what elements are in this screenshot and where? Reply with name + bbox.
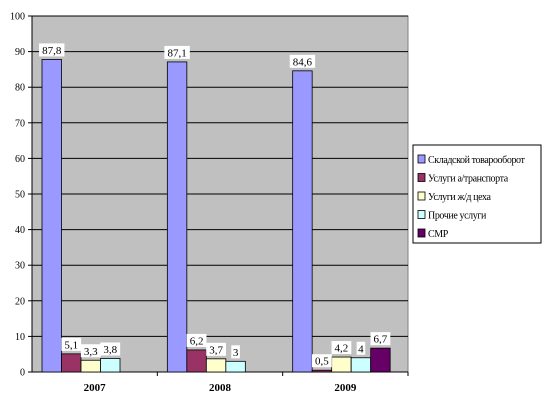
legend-swatch xyxy=(417,228,426,238)
data-label-bg xyxy=(231,345,240,359)
legend-label: Услуги а/транспорта xyxy=(428,174,509,185)
data-label: 0,5 xyxy=(315,356,329,368)
data-label: 5,1 xyxy=(64,339,78,351)
data-label: 3,3 xyxy=(84,346,98,358)
data-label: 87,1 xyxy=(167,47,186,59)
legend-label: Услуги ж/д цеха xyxy=(428,192,491,203)
y-tick-label: 30 xyxy=(15,261,25,272)
y-tick-label: 60 xyxy=(15,154,25,165)
data-label: 6,2 xyxy=(190,335,204,347)
data-label-bg xyxy=(164,45,190,59)
bar xyxy=(61,353,82,373)
data-label-bg xyxy=(289,54,316,68)
legend-label: СМР xyxy=(428,229,449,240)
data-label-bg xyxy=(186,333,207,347)
y-tick-label: 20 xyxy=(15,296,25,307)
bar xyxy=(311,369,333,373)
x-category-label: 2008 xyxy=(209,382,232,394)
data-label: 4 xyxy=(358,343,364,355)
data-label-bg xyxy=(100,342,121,356)
data-label: 3,7 xyxy=(209,344,223,356)
legend-label: Прочие услуги xyxy=(428,211,487,222)
legend-swatch xyxy=(417,191,426,201)
legend-swatch xyxy=(417,154,426,164)
bar xyxy=(186,349,207,373)
bar xyxy=(350,357,372,373)
y-tick-label: 80 xyxy=(15,83,25,94)
bar xyxy=(100,358,121,373)
data-label-bg xyxy=(80,344,101,358)
data-label: 3 xyxy=(233,347,239,359)
y-tick-label: 100 xyxy=(10,12,25,23)
data-label-bg xyxy=(61,337,82,351)
data-label: 3,8 xyxy=(103,344,117,356)
bar xyxy=(205,358,227,373)
data-label-bg xyxy=(39,43,65,57)
data-label: 6,7 xyxy=(374,334,388,346)
bar xyxy=(225,360,246,373)
data-label: 84,6 xyxy=(293,56,313,68)
data-label-bg xyxy=(331,341,352,355)
y-tick-label: 50 xyxy=(15,190,25,201)
bar xyxy=(166,61,188,373)
bar xyxy=(41,59,62,373)
data-label: 4,2 xyxy=(335,343,349,355)
legend-box xyxy=(412,144,542,244)
legend-swatch xyxy=(417,173,426,182)
bar xyxy=(80,359,101,373)
y-tick-label: 90 xyxy=(15,47,25,58)
bar xyxy=(370,347,391,373)
bar xyxy=(292,70,313,373)
y-tick-label: 40 xyxy=(15,225,25,236)
data-label-bg xyxy=(356,341,366,355)
legend-label: Складской товарооборот xyxy=(428,155,526,166)
data-label-bg xyxy=(312,354,332,368)
legend-swatch xyxy=(417,210,426,219)
data-label-bg xyxy=(206,342,226,356)
y-tick-label: 0 xyxy=(20,368,25,379)
data-label: 87,8 xyxy=(42,45,62,57)
y-tick-label: 70 xyxy=(15,118,25,129)
y-tick-label: 10 xyxy=(15,332,25,343)
bar xyxy=(331,356,352,373)
x-category-label: 2009 xyxy=(334,382,357,394)
x-category-label: 2007 xyxy=(84,382,107,394)
data-label-bg xyxy=(370,332,391,346)
